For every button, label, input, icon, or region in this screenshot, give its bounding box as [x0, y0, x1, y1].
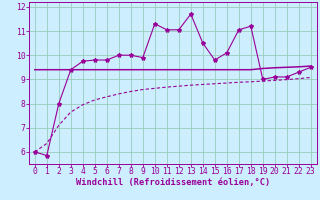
- X-axis label: Windchill (Refroidissement éolien,°C): Windchill (Refroidissement éolien,°C): [76, 178, 270, 187]
